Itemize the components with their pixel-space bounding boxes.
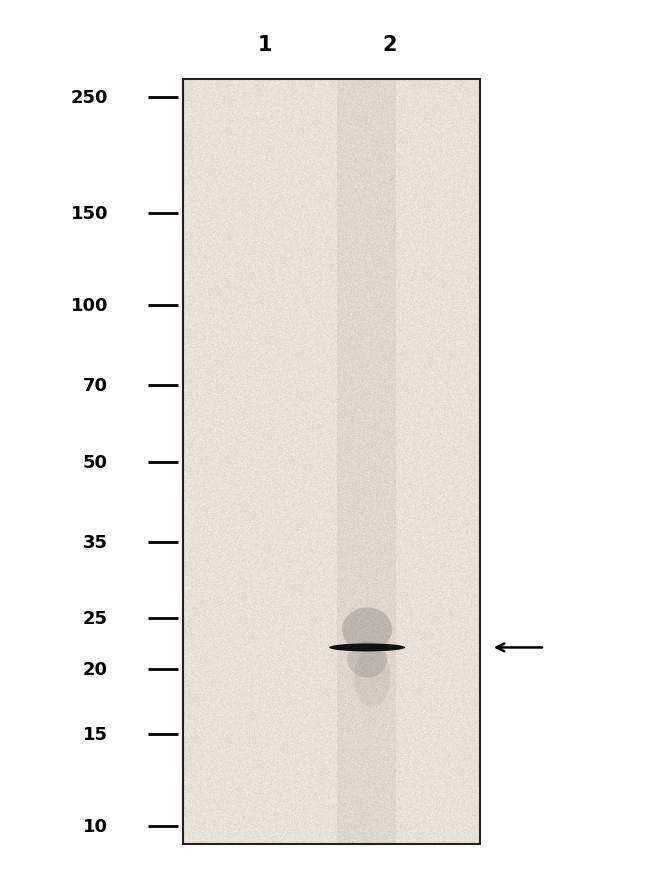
- Text: 2: 2: [383, 35, 397, 55]
- Text: 10: 10: [83, 817, 108, 835]
- Text: 250: 250: [70, 89, 108, 107]
- Ellipse shape: [342, 607, 392, 652]
- Text: 150: 150: [70, 204, 108, 222]
- Text: 35: 35: [83, 534, 108, 552]
- Text: 1: 1: [258, 35, 272, 55]
- Text: 50: 50: [83, 453, 108, 471]
- Ellipse shape: [354, 647, 390, 707]
- Bar: [183, 80, 480, 844]
- Ellipse shape: [347, 641, 387, 678]
- Text: 25: 25: [83, 610, 108, 627]
- Text: 70: 70: [83, 377, 108, 395]
- Ellipse shape: [329, 644, 405, 652]
- Text: 15: 15: [83, 726, 108, 743]
- Text: 20: 20: [83, 660, 108, 678]
- Text: 100: 100: [70, 296, 108, 315]
